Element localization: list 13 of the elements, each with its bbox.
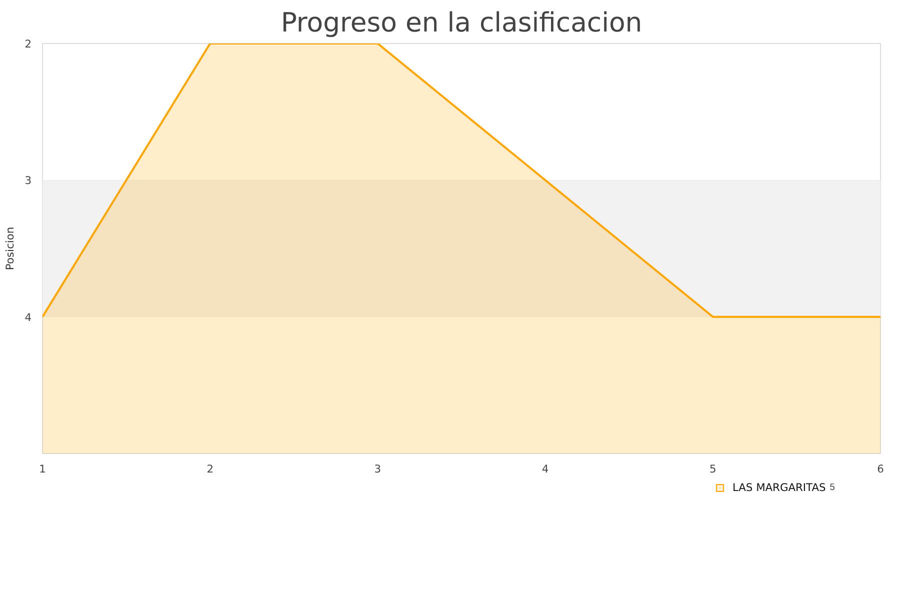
x-tick-label: 2 — [206, 462, 214, 476]
x-tick-label: 1 — [39, 462, 46, 476]
y-axis-title: Posicion — [4, 226, 17, 270]
y-tick-label: 2 — [24, 38, 32, 50]
x-tick-label: 5 — [710, 462, 716, 476]
y-tick-label: 3 — [24, 174, 32, 188]
legend-label: LAS MARGARITAS — [732, 480, 826, 496]
x-tick-label: 6 — [877, 462, 884, 476]
x-tick-label: 4 — [542, 462, 549, 476]
x-tick-label: 3 — [374, 462, 382, 476]
text: 5 — [830, 481, 835, 494]
y-tick-label: 4 — [24, 310, 32, 324]
chart-title: Progreso en la clasificacion — [280, 8, 642, 38]
